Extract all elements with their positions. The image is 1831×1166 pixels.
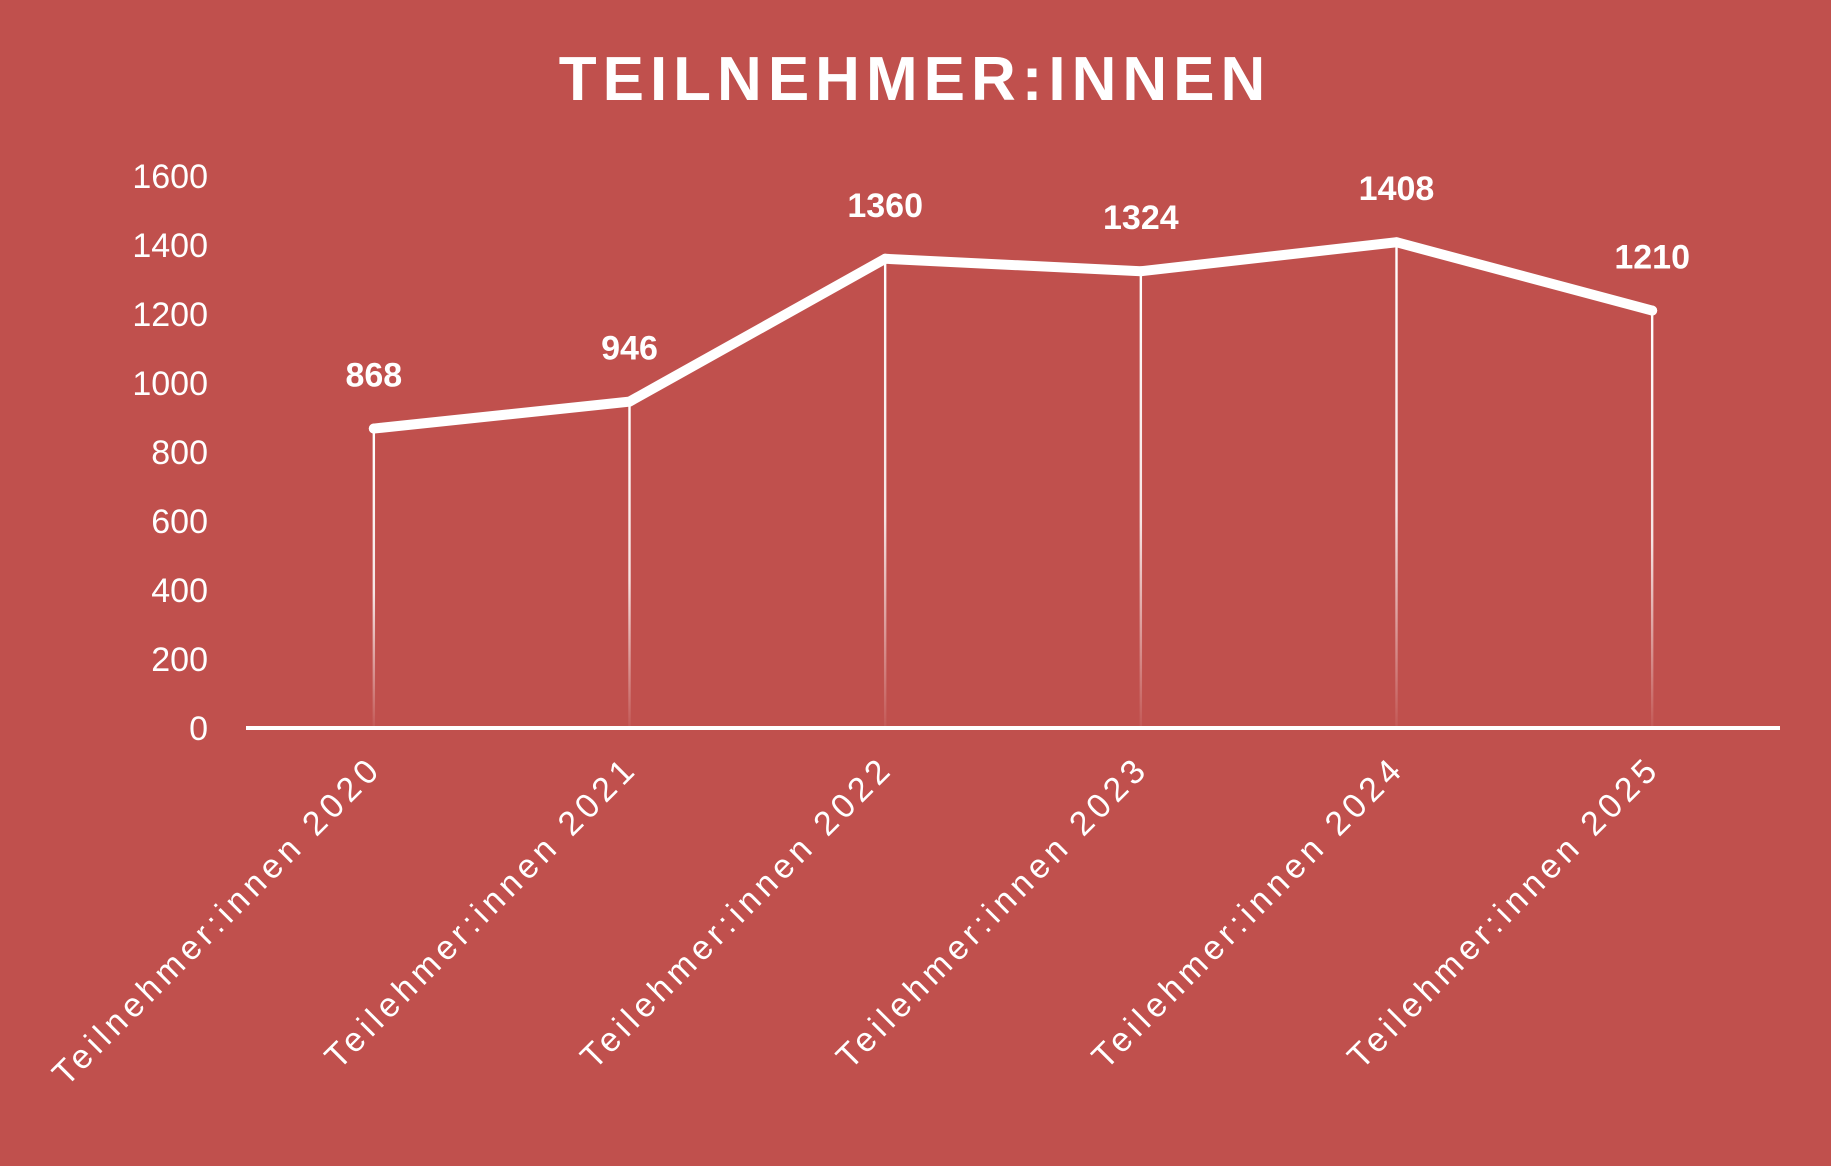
- data-point: [368, 423, 379, 434]
- y-tick-label: 1000: [132, 365, 208, 403]
- drop-line: [628, 401, 631, 728]
- drop-line: [1650, 310, 1654, 728]
- data-point: [624, 396, 635, 407]
- y-tick-label: 1600: [132, 158, 208, 196]
- data-label: 946: [601, 330, 658, 368]
- y-tick-label: 1200: [132, 296, 208, 334]
- y-tick-label: 1400: [132, 227, 208, 265]
- data-labels: 868 946 1360 1324 1408 1210: [345, 170, 1690, 394]
- drop-line: [1139, 271, 1143, 728]
- y-tick-label: 600: [151, 503, 208, 541]
- y-axis: 0 200 400 600 800 1000 1200 1400 1600: [132, 158, 208, 748]
- y-tick-label: 800: [151, 434, 208, 472]
- y-tick-label: 200: [151, 641, 208, 679]
- series-line: [368, 237, 1658, 434]
- data-label: 1408: [1359, 170, 1435, 208]
- series-line-group: [368, 237, 1658, 434]
- data-label: 1210: [1614, 239, 1690, 277]
- drop-line: [883, 258, 887, 728]
- y-tick-label: 400: [151, 572, 208, 610]
- y-tick-label: 0: [189, 710, 208, 748]
- data-label: 868: [345, 357, 402, 395]
- data-point: [1647, 305, 1658, 316]
- drop-lines: [372, 242, 1654, 729]
- data-point: [1135, 266, 1146, 277]
- data-point: [1391, 237, 1402, 248]
- drop-line: [1395, 242, 1398, 729]
- data-label: 1324: [1103, 199, 1179, 237]
- drop-line: [372, 428, 376, 728]
- data-label: 1360: [847, 187, 923, 225]
- chart-title: TEILNEHMER:INNEN: [559, 45, 1272, 114]
- data-point: [880, 253, 891, 264]
